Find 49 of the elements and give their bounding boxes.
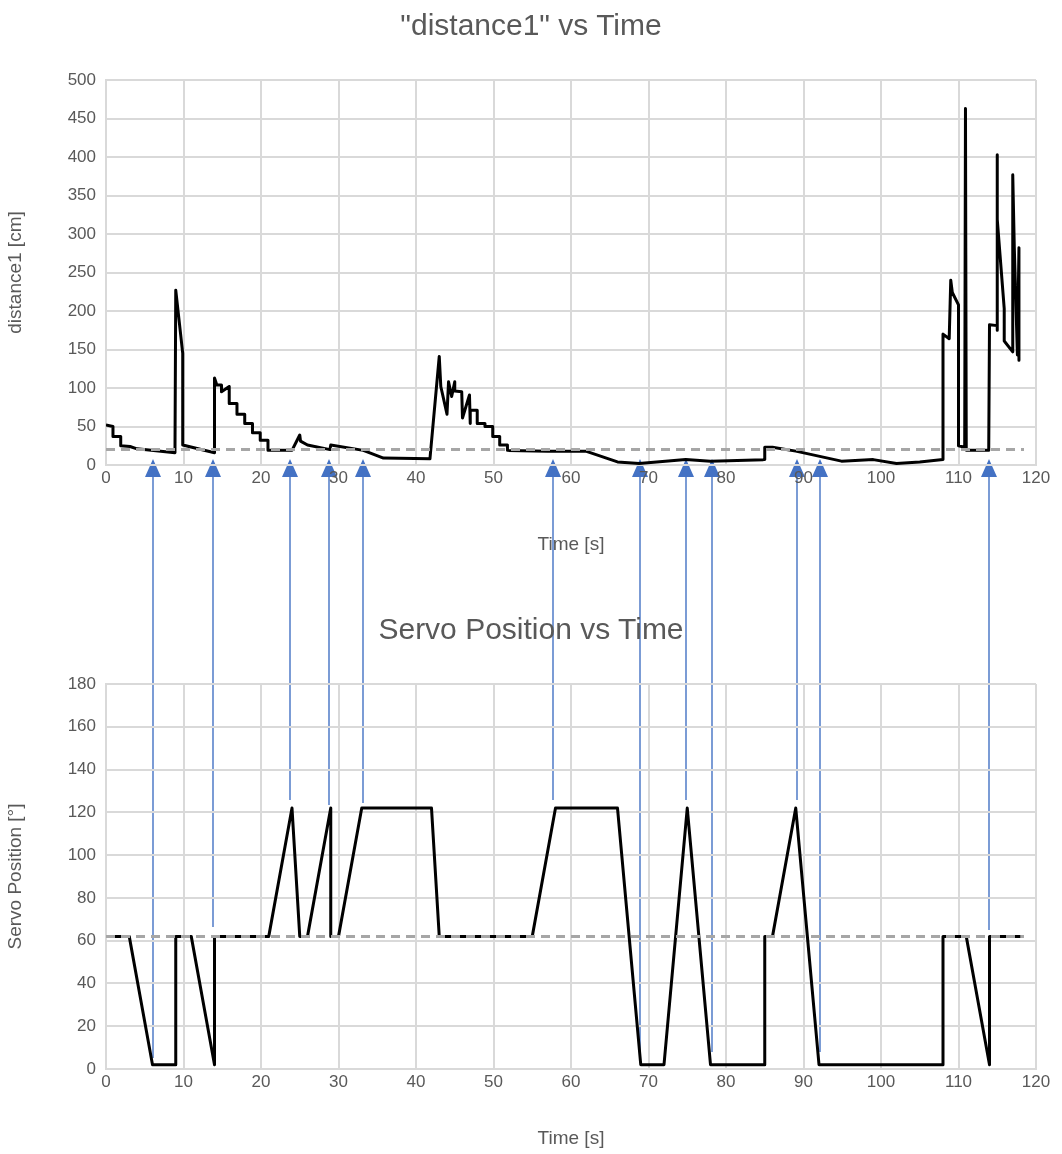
x-tick-label: 60 — [561, 467, 581, 487]
y-tick-label: 100 — [67, 844, 96, 864]
x-tick-label: 100 — [866, 467, 896, 487]
x-tick-label: 110 — [944, 467, 973, 487]
y-tick-label: 0 — [86, 1058, 96, 1078]
x-tick-label: 60 — [561, 1071, 581, 1091]
x-tick-label: 80 — [716, 467, 736, 487]
x-tick-label: 0 — [101, 467, 111, 487]
y-tick-label: 60 — [77, 930, 96, 950]
x-tick-label: 40 — [406, 467, 426, 487]
x-tick-label: 40 — [406, 1071, 426, 1091]
y-tick-label: 0 — [86, 454, 96, 474]
y-axis-title: Servo Position [°] — [3, 803, 25, 950]
y-tick-label: 40 — [77, 973, 96, 993]
y-tick-label: 140 — [67, 759, 96, 779]
y-tick-label: 400 — [67, 146, 96, 166]
x-tick-label: 10 — [174, 1071, 193, 1091]
y-tick-label: 180 — [67, 673, 96, 693]
x-tick-label: 120 — [1021, 467, 1051, 487]
x-axis-title: Time [s] — [537, 1126, 605, 1148]
y-axis-title: distance1 [cm] — [3, 211, 25, 334]
x-tick-label: 50 — [484, 1071, 503, 1091]
y-tick-label: 100 — [67, 377, 96, 397]
y-tick-label: 20 — [77, 1015, 96, 1035]
x-tick-label: 70 — [639, 1071, 658, 1091]
y-tick-label: 50 — [77, 416, 96, 436]
x-tick-label: 90 — [794, 1071, 813, 1091]
x-tick-label: 0 — [101, 1071, 111, 1091]
x-tick-label: 110 — [944, 1071, 973, 1091]
x-tick-label: 120 — [1021, 1071, 1051, 1091]
x-tick-label: 20 — [251, 1071, 271, 1091]
y-tick-label: 200 — [67, 300, 96, 320]
x-tick-label: 80 — [716, 1071, 736, 1091]
x-tick-label: 30 — [329, 467, 348, 487]
y-tick-label: 350 — [67, 185, 96, 205]
y-tick-label: 450 — [67, 108, 96, 128]
x-tick-label: 30 — [329, 1071, 348, 1091]
y-tick-label: 300 — [67, 223, 96, 243]
y-tick-label: 120 — [67, 802, 96, 822]
x-tick-label: 20 — [251, 467, 271, 487]
y-tick-label: 250 — [67, 262, 96, 282]
y-tick-label: 500 — [67, 69, 96, 89]
x-tick-label: 100 — [866, 1071, 896, 1091]
y-tick-label: 150 — [67, 339, 96, 359]
x-tick-label: 10 — [174, 467, 193, 487]
x-tick-label: 50 — [484, 467, 503, 487]
y-tick-label: 160 — [67, 716, 96, 736]
y-tick-label: 80 — [77, 887, 96, 907]
chart-title: "distance1" vs Time — [399, 8, 663, 42]
